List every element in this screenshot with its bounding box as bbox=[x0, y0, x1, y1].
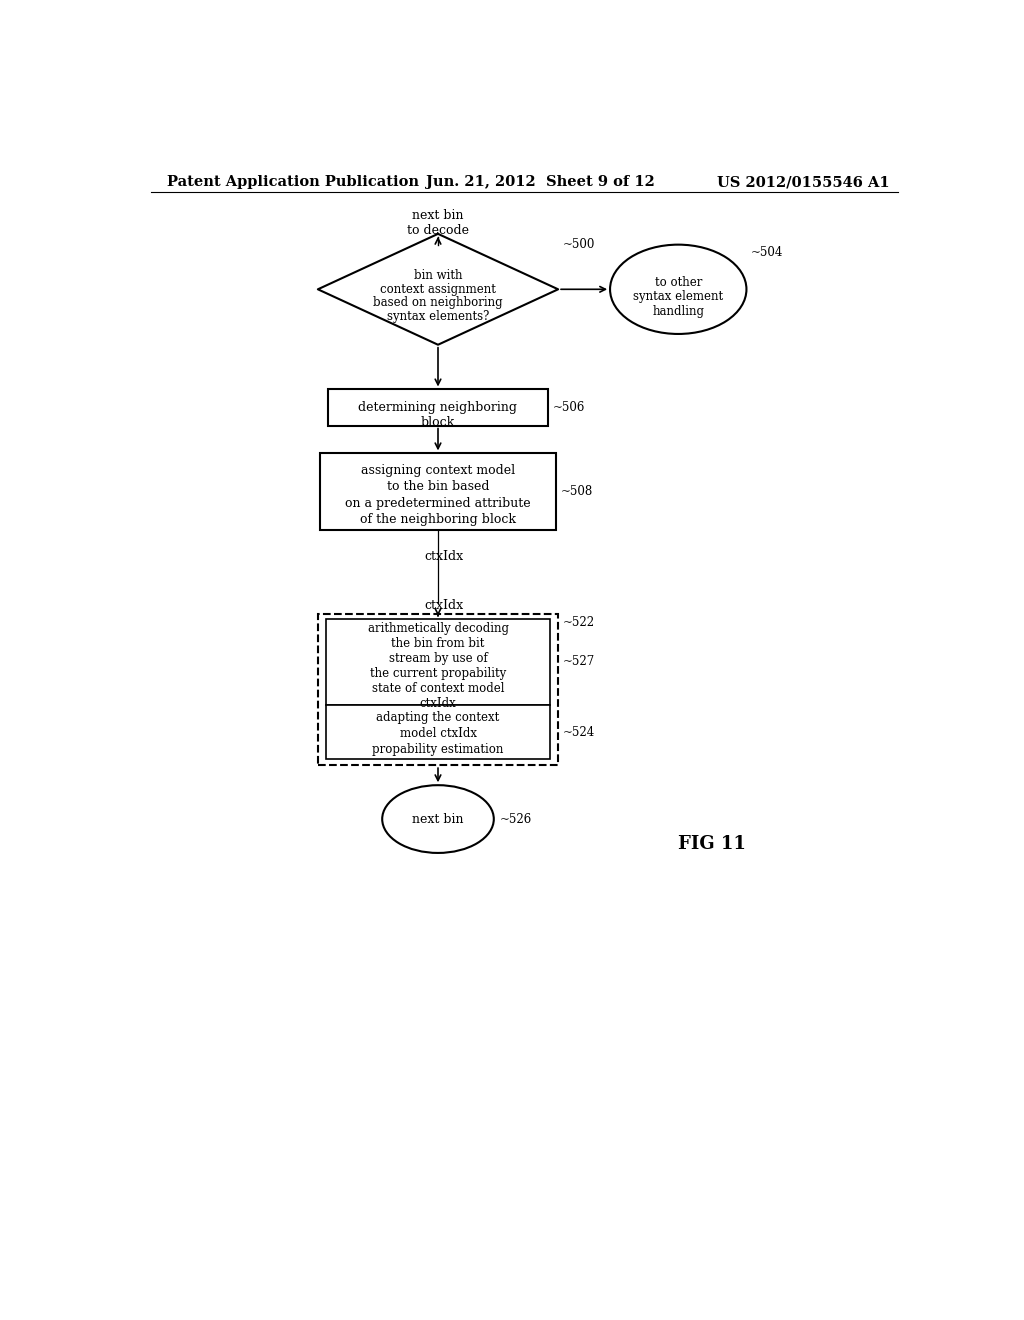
Text: adapting the context: adapting the context bbox=[377, 711, 500, 725]
Text: ~504: ~504 bbox=[751, 246, 783, 259]
Text: ctxIdx: ctxIdx bbox=[425, 549, 464, 562]
Text: based on neighboring: based on neighboring bbox=[373, 296, 503, 309]
Text: next bin: next bin bbox=[413, 813, 464, 825]
Text: ~526: ~526 bbox=[500, 813, 532, 825]
Text: ~506: ~506 bbox=[553, 401, 585, 414]
Text: syntax elements?: syntax elements? bbox=[387, 310, 489, 322]
Bar bbox=[321, 453, 556, 529]
Text: Patent Application Publication: Patent Application Publication bbox=[167, 176, 419, 189]
Bar bbox=[326, 705, 550, 759]
Text: Jun. 21, 2012  Sheet 9 of 12: Jun. 21, 2012 Sheet 9 of 12 bbox=[426, 176, 655, 189]
Bar bbox=[326, 619, 550, 705]
Text: ctxIdx: ctxIdx bbox=[420, 697, 457, 710]
Text: to other: to other bbox=[654, 276, 701, 289]
Text: bin with: bin with bbox=[414, 269, 462, 282]
Text: of the neighboring block: of the neighboring block bbox=[360, 513, 516, 527]
Bar bbox=[317, 614, 558, 766]
Text: ~524: ~524 bbox=[563, 726, 595, 739]
Text: arithmetically decoding: arithmetically decoding bbox=[368, 622, 509, 635]
Text: context assignment: context assignment bbox=[380, 282, 496, 296]
Text: ~527: ~527 bbox=[563, 656, 595, 668]
Text: syntax element: syntax element bbox=[633, 290, 723, 304]
Text: the current propability: the current propability bbox=[370, 667, 506, 680]
Text: on a predetermined attribute: on a predetermined attribute bbox=[345, 496, 530, 510]
Text: the bin from bit: the bin from bit bbox=[391, 638, 484, 649]
Text: propability estimation: propability estimation bbox=[373, 743, 504, 756]
Text: assigning context model: assigning context model bbox=[360, 463, 515, 477]
Text: stream by use of: stream by use of bbox=[389, 652, 487, 665]
Text: determining neighboring: determining neighboring bbox=[358, 400, 517, 413]
Text: US 2012/0155546 A1: US 2012/0155546 A1 bbox=[717, 176, 890, 189]
Text: ctxIdx: ctxIdx bbox=[425, 599, 464, 612]
Text: ~508: ~508 bbox=[560, 484, 593, 498]
Text: block: block bbox=[421, 416, 455, 429]
Text: handling: handling bbox=[652, 305, 705, 318]
Text: state of context model: state of context model bbox=[372, 682, 504, 696]
Bar bbox=[328, 389, 548, 425]
Text: next bin: next bin bbox=[413, 209, 464, 222]
Text: to the bin based: to the bin based bbox=[387, 480, 489, 494]
Text: to decode: to decode bbox=[407, 224, 469, 238]
Text: ~500: ~500 bbox=[563, 238, 595, 251]
Text: model ctxIdx: model ctxIdx bbox=[399, 727, 476, 741]
Text: ~522: ~522 bbox=[563, 615, 595, 628]
Text: FIG 11: FIG 11 bbox=[678, 834, 746, 853]
